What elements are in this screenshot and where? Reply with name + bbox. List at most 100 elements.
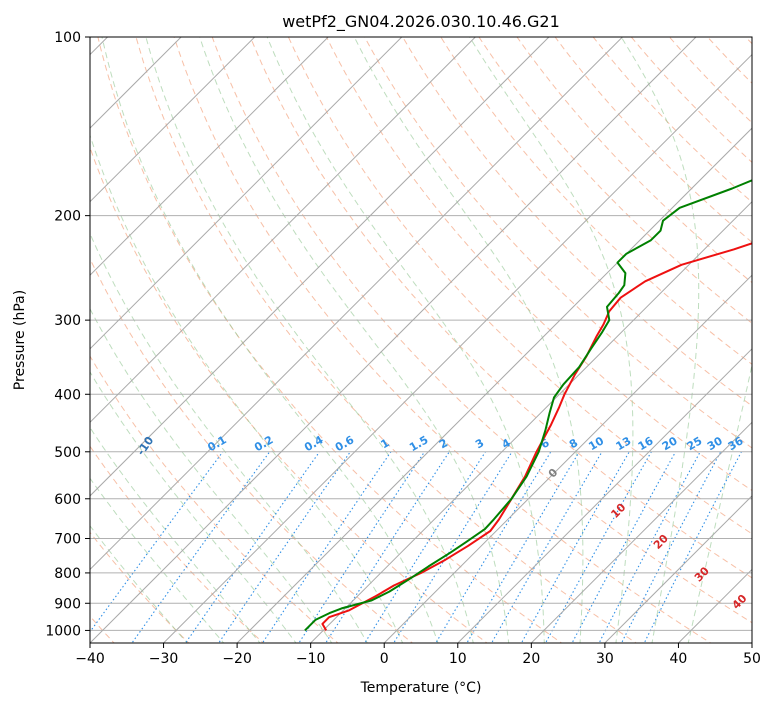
- dry-adiabat: [706, 37, 752, 84]
- mixing-ratio-label: 10: [586, 434, 606, 453]
- y-tick-label: 700: [54, 532, 81, 548]
- mixing-ratio-line: [184, 451, 320, 643]
- moist-adiabat: [90, 307, 333, 643]
- moist-adiabat: [90, 133, 404, 643]
- isotherm: [90, 37, 403, 350]
- moist-adiabat: [90, 371, 297, 643]
- mixing-ratio-label: 3: [473, 436, 486, 451]
- dry-adiabat: [135, 37, 638, 643]
- dry-adiabat: [90, 445, 264, 643]
- moist-adiabat: [199, 37, 510, 643]
- moist-adiabat: [90, 477, 225, 643]
- isotherms: [90, 37, 752, 643]
- y-tick-label: 800: [54, 566, 81, 582]
- y-tick-label: 200: [54, 209, 81, 225]
- mixing-ratio-line: [393, 451, 513, 643]
- mixing-ratio-label: 0.4: [302, 433, 326, 454]
- dry-adiabat: [97, 37, 563, 643]
- moist-adiabat: [266, 37, 545, 643]
- isotherm: [90, 37, 329, 276]
- x-tick-label: 40: [670, 651, 688, 667]
- dry-adiabat: [90, 531, 190, 643]
- y-tick-label: 100: [54, 30, 81, 46]
- mixing-ratio-line: [261, 451, 392, 643]
- dry-adiabat-label: -20: [58, 409, 80, 433]
- line-labels: -100-90-80-70-60-50-40-30-20-100.10.20.4…: [58, 409, 750, 612]
- mixing-ratio-label: 13: [614, 434, 634, 453]
- mixing-ratio-line: [491, 451, 603, 643]
- mixing-ratio-line: [364, 451, 486, 643]
- dry-adiabat: [364, 37, 752, 449]
- moist-adiabat: [90, 525, 188, 643]
- mixing-ratio-line: [643, 451, 742, 643]
- mixing-ratio-line: [620, 451, 722, 643]
- plot-frame: [89, 36, 753, 644]
- isotherm: [457, 348, 752, 643]
- mixing-ratio-label: 36: [726, 434, 746, 453]
- dry-adiabat: [325, 37, 752, 492]
- dry-adiabat: [249, 37, 752, 579]
- x-tick-label: 10: [449, 651, 467, 667]
- plot-area: -100-90-80-70-60-50-40-30-20-100.10.20.4…: [58, 24, 775, 646]
- mixing-ratio-line: [435, 451, 552, 643]
- isotherm: [90, 37, 697, 643]
- wet-bulb-label: 20: [651, 532, 671, 552]
- y-axis-label: Pressure (hPa): [12, 290, 28, 390]
- isotherm: [90, 37, 550, 497]
- y-tick-label: 400: [54, 387, 81, 403]
- x-axis-label: Temperature (°C): [360, 680, 482, 696]
- dry-adiabat: [90, 257, 414, 643]
- wet-bulb-label: 40: [730, 592, 750, 612]
- mixing-ratio-label: 1: [379, 436, 392, 451]
- x-tick-label: 50: [743, 651, 761, 667]
- isotherm: [310, 200, 752, 643]
- y-tick-label: 300: [54, 313, 81, 329]
- x-tick-label: 30: [596, 651, 614, 667]
- dry-adiabat-label: -10: [134, 434, 156, 458]
- isotherm: [90, 37, 623, 571]
- moist-adiabats: [90, 37, 752, 643]
- x-axis: −40 −30 −20 −10 0 10 20 30 40 50: [75, 643, 761, 667]
- isotherm: [236, 127, 752, 643]
- x-tick-label: −10: [296, 651, 326, 667]
- moist-adiabat: [687, 362, 752, 643]
- y-tick-label: 600: [54, 492, 81, 508]
- isotherm: [383, 274, 752, 643]
- isotherm: [90, 37, 476, 424]
- dry-adiabat: [771, 24, 775, 646]
- moist-adiabat: [90, 232, 368, 643]
- mixing-ratio-label: 1.5: [407, 433, 430, 454]
- mixing-ratio-line: [325, 451, 450, 643]
- y-axis: 100 200 300 400 500 600 700 800 900 1000: [45, 30, 90, 639]
- isotherm: [530, 421, 752, 643]
- moist-adiabat: [353, 37, 584, 643]
- moist-adiabat: [101, 37, 439, 643]
- mixing-ratio-label: 2: [437, 436, 450, 451]
- sounding-series: [304, 179, 752, 632]
- isotherm: [163, 53, 752, 643]
- mixing-ratio-label: 25: [685, 434, 705, 453]
- mixing-ratio-label: 20: [660, 434, 680, 453]
- mixing-ratio-label: 0.6: [333, 433, 357, 454]
- dry-adiabat: [287, 37, 752, 535]
- x-tick-label: −40: [75, 651, 105, 667]
- y-tick-label: 500: [54, 445, 81, 461]
- mixing-ratio-line: [466, 451, 580, 643]
- mixing-ratio-line: [218, 451, 351, 643]
- chart-title: wetPf2_GN04.2026.030.10.46.G21: [282, 12, 560, 32]
- isotherm: [90, 37, 256, 203]
- dewpoint-profile: [304, 179, 752, 632]
- x-tick-label: −30: [149, 651, 179, 667]
- moist-adiabat: [620, 37, 700, 643]
- mixing-ratio-line: [571, 451, 677, 643]
- isotherm: [678, 568, 752, 643]
- dry-adiabat: [440, 37, 752, 365]
- mixing-ratio-label: 30: [705, 434, 725, 453]
- mixing-ratio-line: [598, 451, 701, 643]
- isotherm: [751, 642, 752, 643]
- dry-adiabat: [668, 37, 752, 124]
- mixing-ratio-line: [90, 451, 224, 633]
- dry-adiabat: [744, 37, 752, 45]
- wet-bulb-label: 30: [692, 564, 712, 584]
